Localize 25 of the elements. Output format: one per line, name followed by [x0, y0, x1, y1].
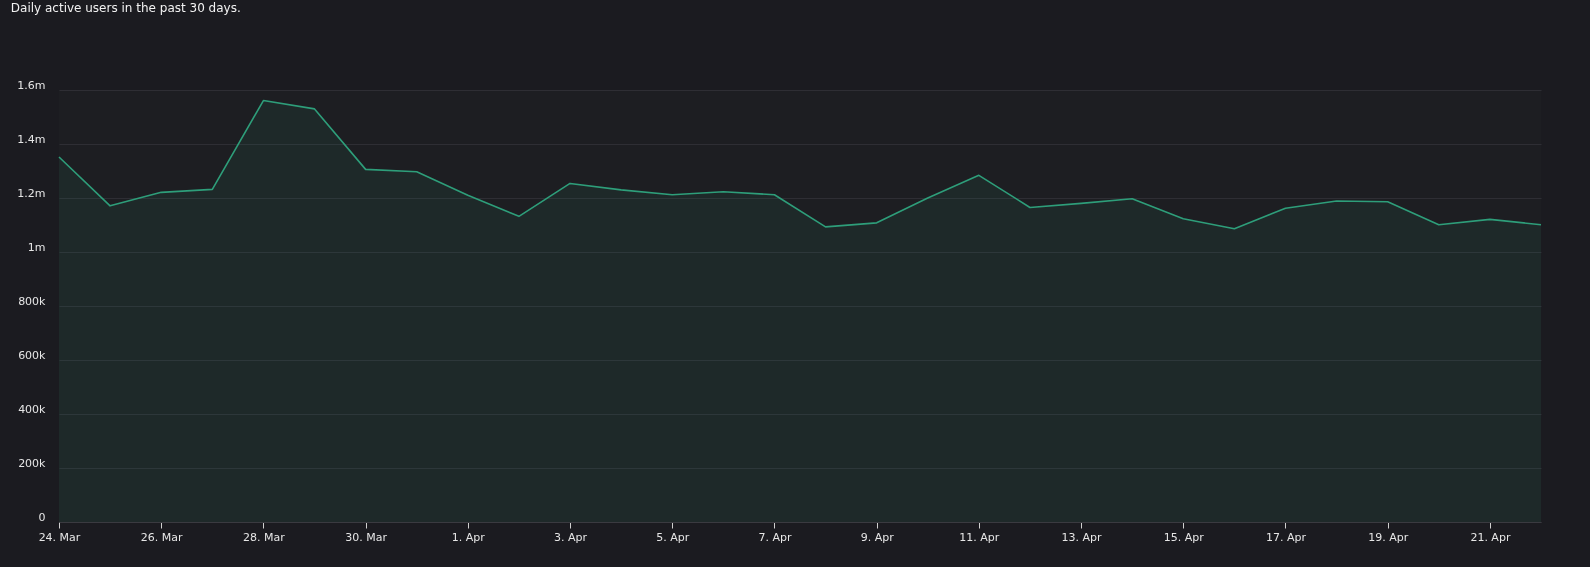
y-tick-label: 400k	[18, 402, 47, 416]
y-tick-label: 800k	[18, 294, 47, 308]
y-tick-label: 600k	[18, 348, 47, 362]
x-tick-label: 19. Apr	[1368, 530, 1409, 544]
x-tick-label: 30. Mar	[345, 530, 388, 544]
x-tick-label: 5. Apr	[656, 530, 690, 544]
x-tick-label: 11. Apr	[959, 530, 1000, 544]
x-tick-label: 3. Apr	[554, 530, 588, 544]
y-tick-label: 1m	[27, 240, 46, 254]
x-tick-label: 17. Apr	[1265, 530, 1307, 544]
x-tick-label: 21. Apr	[1470, 530, 1511, 544]
y-tick-label: 1.6m	[17, 78, 46, 92]
x-tick-label: 28. Mar	[243, 530, 286, 544]
x-tick-label: 15. Apr	[1163, 530, 1205, 544]
x-tick-label: 13. Apr	[1061, 530, 1103, 544]
x-tick-label: 9. Apr	[860, 530, 895, 544]
y-tick-label: 1.2m	[17, 186, 46, 200]
x-tick-label: 24. Mar	[38, 530, 81, 544]
y-tick-label: 0	[38, 510, 46, 524]
x-tick-label: 1. Apr	[451, 530, 486, 544]
y-tick-label: 1.4m	[17, 132, 46, 146]
x-tick-label: 7. Apr	[758, 530, 792, 544]
y-tick-label: 200k	[18, 456, 47, 470]
chart-title: Daily active users in the past 30 days.	[10, 1, 241, 15]
x-tick-label: 26. Mar	[140, 530, 184, 544]
